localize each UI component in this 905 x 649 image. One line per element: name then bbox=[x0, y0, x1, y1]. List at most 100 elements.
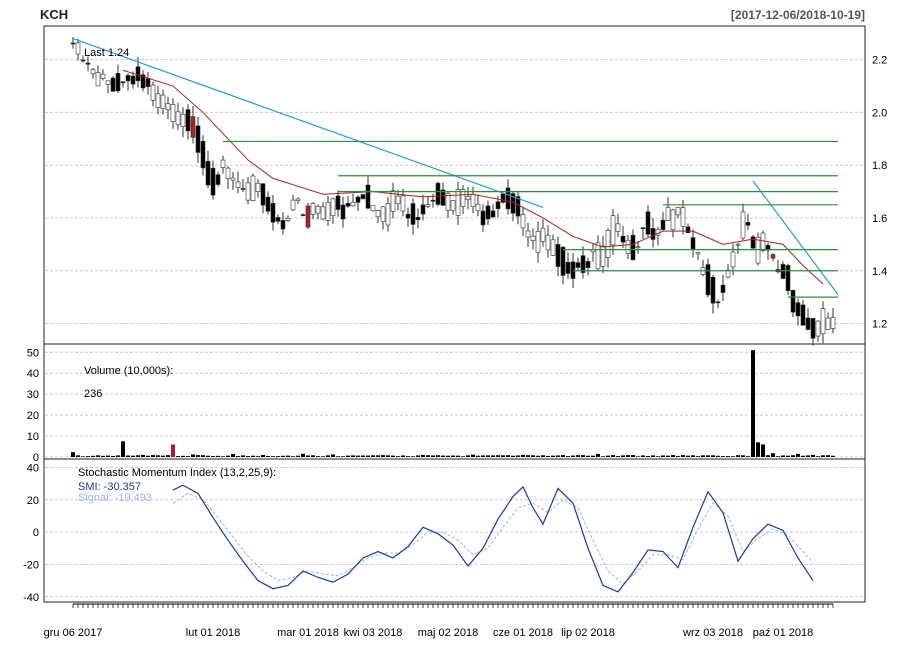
price-candle bbox=[485, 205, 491, 220]
price-candle bbox=[155, 93, 161, 108]
volume-bar bbox=[396, 456, 400, 457]
price-candle bbox=[530, 235, 536, 241]
volume-bar bbox=[296, 455, 300, 457]
volume-bar bbox=[96, 455, 100, 457]
price-candle bbox=[330, 198, 336, 216]
price-candle bbox=[805, 317, 811, 330]
volume-bar bbox=[496, 455, 500, 457]
volume-bar bbox=[176, 456, 180, 457]
volume-bar bbox=[586, 455, 590, 457]
price-candle bbox=[810, 318, 816, 339]
volume-bar bbox=[806, 455, 810, 457]
price-candle bbox=[760, 232, 766, 251]
price-candle bbox=[475, 203, 481, 212]
price-candle bbox=[720, 284, 726, 293]
price-candle bbox=[160, 94, 166, 109]
volume-panel: 0 10 20 30 40 50 bbox=[27, 347, 864, 464]
volume-bar bbox=[521, 454, 525, 457]
volume-bar bbox=[466, 455, 470, 457]
price-candle bbox=[305, 205, 311, 228]
x-axis-date-label: paź 01 2018 bbox=[753, 627, 814, 639]
volume-bar bbox=[676, 456, 680, 457]
volume-bar bbox=[566, 456, 570, 457]
price-candle bbox=[285, 218, 291, 221]
volume-bar bbox=[71, 452, 75, 457]
price-tick-label: 1.2 bbox=[872, 319, 887, 331]
volume-bar bbox=[161, 455, 165, 457]
price-candle bbox=[480, 210, 486, 226]
price-candle bbox=[235, 181, 241, 188]
price-candle bbox=[740, 211, 746, 239]
volume-bar bbox=[376, 455, 380, 457]
volume-bar bbox=[316, 456, 320, 457]
volume-bar bbox=[476, 455, 480, 457]
volume-tick-label: 20 bbox=[27, 410, 39, 422]
volume-bar bbox=[701, 455, 705, 457]
price-candle bbox=[455, 189, 461, 216]
smi-tick-label: -40 bbox=[23, 592, 39, 604]
price-candle bbox=[830, 317, 836, 329]
price-candle bbox=[240, 188, 246, 190]
volume-tick-label: 10 bbox=[27, 431, 39, 443]
volume-bar bbox=[406, 456, 410, 457]
price-candle bbox=[555, 244, 561, 267]
smi-legend-signal: Signal: -19.493 bbox=[78, 492, 152, 504]
chart-symbol: KCH bbox=[40, 7, 68, 22]
price-candle bbox=[95, 72, 101, 87]
volume-bar bbox=[486, 455, 490, 457]
volume-bar bbox=[216, 455, 220, 457]
volume-bar bbox=[746, 456, 750, 457]
price-candle bbox=[230, 177, 236, 181]
price-candle bbox=[110, 77, 116, 92]
volume-bar bbox=[456, 455, 460, 457]
price-candle bbox=[660, 219, 666, 230]
price-candle bbox=[645, 211, 651, 235]
volume-bar bbox=[276, 456, 280, 457]
volume-bar bbox=[546, 455, 550, 457]
price-candle bbox=[705, 264, 711, 296]
volume-bar bbox=[76, 455, 80, 457]
price-candle bbox=[605, 230, 611, 258]
price-panel-frame bbox=[43, 25, 866, 345]
volume-bar bbox=[591, 455, 595, 457]
volume-bar bbox=[436, 455, 440, 457]
price-candle bbox=[675, 206, 681, 216]
smi-legend-smi: SMI: -30.357 bbox=[78, 481, 141, 493]
volume-bar bbox=[761, 444, 765, 457]
price-candle bbox=[270, 202, 276, 223]
price-candle bbox=[420, 204, 426, 215]
volume-bar bbox=[346, 455, 350, 457]
price-candle bbox=[315, 205, 321, 214]
smi-line bbox=[172, 484, 814, 593]
price-candle bbox=[490, 210, 496, 218]
price-candle bbox=[665, 207, 671, 221]
volume-tick-label: 50 bbox=[27, 347, 39, 359]
volume-bar bbox=[331, 454, 335, 457]
price-candle bbox=[580, 255, 586, 273]
price-candle bbox=[335, 195, 341, 210]
volume-title: Volume (10,000s): bbox=[84, 365, 173, 377]
volume-bar bbox=[301, 453, 305, 457]
price-candle bbox=[245, 182, 251, 201]
volume-tick-label: 30 bbox=[27, 389, 39, 401]
volume-bar bbox=[196, 455, 200, 457]
volume-bar bbox=[381, 455, 385, 457]
price-candle bbox=[380, 206, 386, 222]
price-candle bbox=[310, 202, 316, 215]
price-candle bbox=[685, 226, 691, 233]
smi-panel: -40 -20 0 20 40 bbox=[23, 462, 864, 604]
volume-bar bbox=[796, 453, 800, 457]
volume-bar bbox=[551, 455, 555, 457]
price-candle bbox=[275, 217, 281, 222]
volume-bar bbox=[526, 455, 530, 457]
volume-bar bbox=[106, 455, 110, 457]
volume-bar bbox=[741, 455, 745, 457]
price-candle bbox=[525, 230, 531, 238]
price-tick-label: 1.6 bbox=[872, 213, 887, 225]
volume-bar bbox=[271, 456, 275, 457]
volume-bar bbox=[156, 455, 160, 457]
price-candle bbox=[715, 301, 721, 304]
volume-bar bbox=[211, 456, 215, 457]
price-candle bbox=[435, 182, 441, 205]
price-candle bbox=[425, 204, 431, 207]
